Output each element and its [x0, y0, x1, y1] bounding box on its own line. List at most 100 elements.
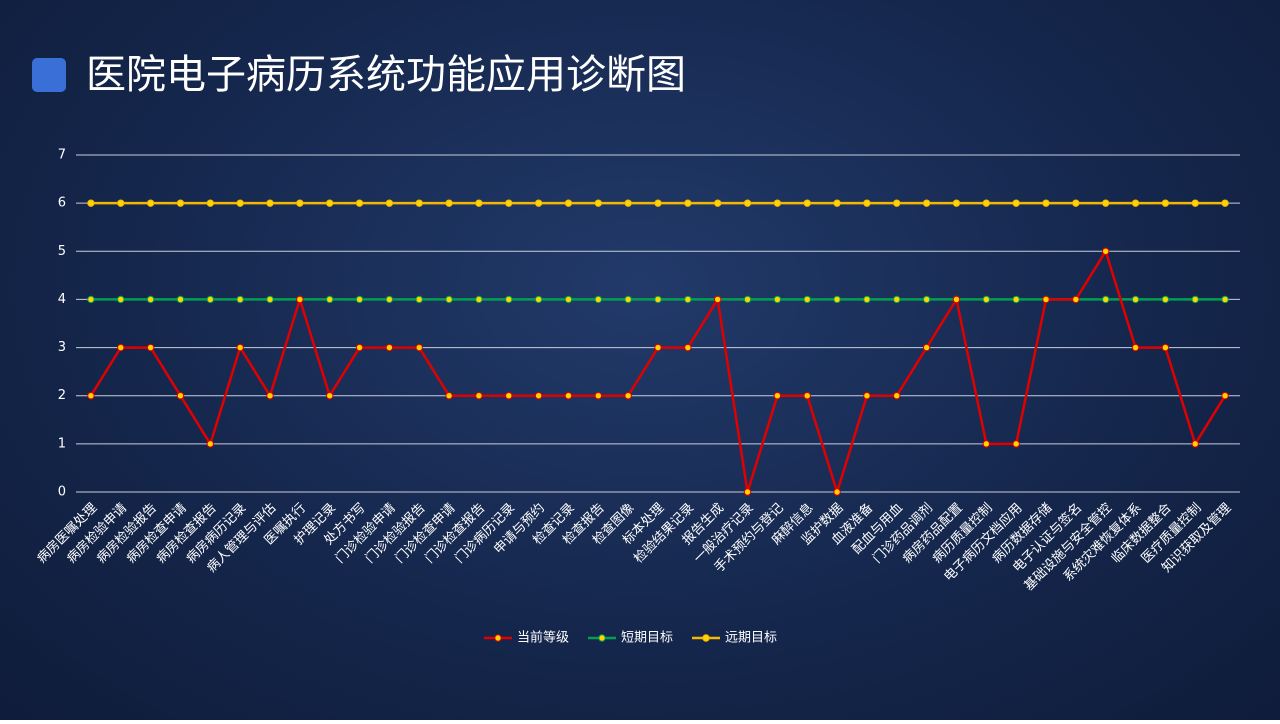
- data-point: [803, 295, 811, 304]
- data-point: [713, 295, 722, 304]
- data-point: [893, 199, 901, 207]
- data-point: [654, 199, 662, 207]
- data-point: [1072, 295, 1080, 304]
- legend-marker: [598, 634, 606, 642]
- data-point: [1042, 295, 1050, 304]
- data-point: [982, 440, 991, 448]
- data-point: [266, 199, 274, 207]
- data-point: [1101, 247, 1110, 255]
- data-point: [236, 343, 244, 352]
- data-point: [176, 199, 185, 207]
- data-point: [415, 199, 423, 207]
- data-point: [594, 295, 603, 304]
- data-point: [475, 199, 483, 207]
- data-point: [863, 392, 871, 400]
- data-point: [1012, 199, 1020, 207]
- data-point: [893, 392, 901, 400]
- data-point: [1161, 343, 1170, 352]
- data-point: [1221, 392, 1229, 400]
- data-point: [863, 295, 871, 304]
- data-point: [982, 295, 991, 304]
- data-point: [355, 199, 364, 207]
- data-point: [922, 199, 931, 207]
- data-point: [534, 295, 543, 304]
- data-point: [743, 199, 752, 207]
- data-point: [803, 199, 811, 207]
- data-point: [146, 199, 155, 207]
- legend-label: 远期目标: [725, 631, 777, 646]
- data-point: [475, 295, 483, 304]
- data-point: [117, 295, 125, 304]
- data-point: [594, 392, 603, 400]
- data-point: [206, 199, 215, 207]
- data-point: [713, 199, 722, 207]
- data-point: [922, 295, 931, 304]
- data-point: [1101, 199, 1110, 207]
- data-point: [1042, 199, 1050, 207]
- y-tick-label: 4: [58, 292, 66, 307]
- data-point: [1191, 295, 1199, 304]
- data-point: [176, 392, 185, 400]
- data-point: [1221, 199, 1229, 207]
- data-point: [325, 295, 334, 304]
- data-point: [385, 343, 394, 352]
- data-point: [534, 199, 543, 207]
- data-point: [445, 392, 453, 400]
- data-point: [1161, 295, 1170, 304]
- data-point: [1012, 440, 1020, 448]
- data-point: [654, 295, 662, 304]
- data-point: [236, 199, 244, 207]
- data-point: [176, 295, 185, 304]
- data-point: [684, 199, 692, 207]
- data-point: [206, 440, 215, 448]
- data-point: [1191, 440, 1199, 448]
- data-point: [206, 295, 215, 304]
- data-point: [833, 295, 841, 304]
- data-point: [594, 199, 603, 207]
- data-point: [624, 199, 632, 207]
- data-point: [355, 295, 364, 304]
- data-point: [505, 392, 513, 400]
- legend-marker: [702, 634, 710, 642]
- chart-title: 医院电子病历系统功能应用诊断图: [86, 52, 686, 98]
- data-point: [863, 199, 871, 207]
- data-point: [87, 199, 95, 207]
- data-point: [325, 392, 334, 400]
- data-point: [654, 343, 662, 352]
- data-point: [445, 199, 453, 207]
- data-point: [743, 295, 752, 304]
- y-tick-label: 7: [58, 148, 66, 163]
- data-point: [1161, 199, 1170, 207]
- series-line: [89, 248, 1227, 497]
- data-point: [564, 199, 573, 207]
- y-tick-label: 1: [58, 436, 66, 451]
- legend-marker: [494, 634, 502, 642]
- data-point: [1191, 199, 1199, 207]
- data-point: [236, 295, 244, 304]
- data-point: [296, 199, 304, 207]
- data-point: [952, 199, 961, 207]
- data-point: [117, 343, 125, 352]
- data-point: [415, 343, 423, 352]
- data-point: [146, 295, 155, 304]
- data-point: [1012, 295, 1020, 304]
- data-point: [445, 295, 453, 304]
- data-point: [87, 392, 95, 400]
- data-point: [385, 295, 394, 304]
- data-point: [475, 392, 483, 400]
- data-point: [624, 392, 632, 400]
- data-point: [893, 295, 901, 304]
- data-point: [415, 295, 423, 304]
- data-point: [684, 343, 692, 352]
- data-point: [684, 295, 692, 304]
- data-point: [505, 295, 513, 304]
- title-icon: [32, 58, 66, 92]
- data-point: [505, 199, 513, 207]
- data-point: [803, 392, 811, 400]
- data-point: [1131, 199, 1140, 207]
- data-point: [952, 295, 961, 304]
- data-point: [1131, 343, 1140, 352]
- legend-label: 短期目标: [621, 631, 673, 646]
- data-point: [773, 295, 782, 304]
- data-point: [1101, 295, 1110, 304]
